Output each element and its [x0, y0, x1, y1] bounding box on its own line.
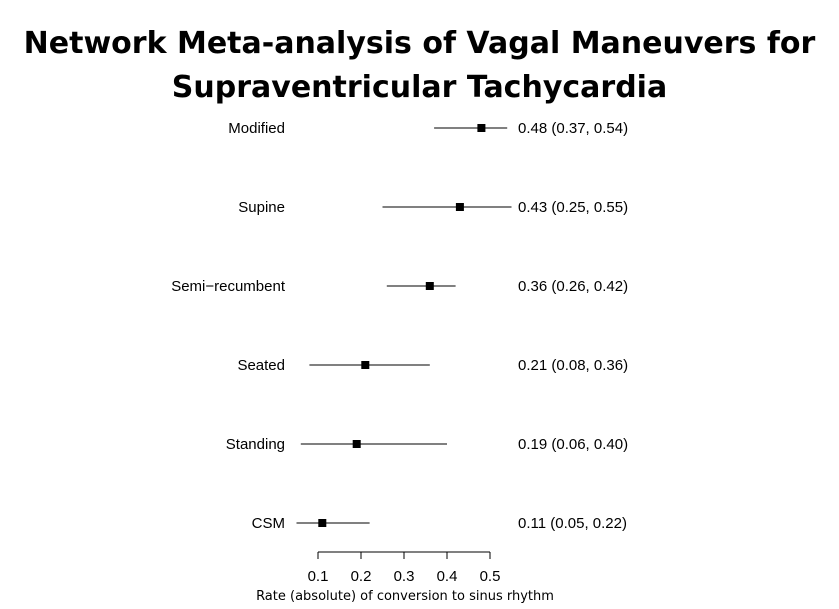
chart-title-line-1: Network Meta-analysis of Vagal Maneuvers…	[23, 26, 816, 61]
chart-title: Network Meta-analysis of Vagal Maneuvers…	[0, 22, 839, 110]
point-estimate-marker	[455, 203, 464, 211]
point-estimate-marker	[477, 124, 486, 132]
forest-rows: Modified 0.48 (0.37, 0.54) Supine 0.43 (0.2…	[171, 120, 628, 532]
ci-text: 0.43 (0.25, 0.55)	[518, 199, 628, 216]
x-axis-label: Rate (absolute) of conversion to sinus r…	[256, 589, 554, 604]
x-tick-label: 0.2	[351, 568, 372, 585]
point-estimate-marker	[425, 282, 434, 290]
row-label: Standing	[226, 436, 285, 453]
forest-row: Modified 0.48 (0.37, 0.54)	[228, 120, 628, 137]
ci-text: 0.11 (0.05, 0.22)	[518, 515, 627, 532]
row-label: Supine	[238, 199, 285, 216]
ci-text: 0.21 (0.08, 0.36)	[518, 357, 628, 374]
forest-row: Standing 0.19 (0.06, 0.40)	[226, 436, 628, 453]
forest-row: Seated 0.21 (0.08, 0.36)	[237, 357, 628, 374]
ci-text: 0.48 (0.37, 0.54)	[518, 120, 628, 137]
forest-row: Supine 0.43 (0.25, 0.55)	[238, 199, 628, 216]
row-label: CSM	[252, 515, 285, 532]
forest-row: CSM 0.11 (0.05, 0.22)	[252, 515, 627, 532]
ci-text: 0.36 (0.26, 0.42)	[518, 278, 628, 295]
point-estimate-marker	[361, 361, 370, 369]
row-label: Semi−recumbent	[171, 278, 286, 295]
row-label: Seated	[237, 357, 285, 374]
forest-row: Semi−recumbent 0.36 (0.26, 0.42)	[171, 278, 628, 295]
point-estimate-marker	[352, 440, 361, 448]
ci-text: 0.19 (0.06, 0.40)	[518, 436, 628, 453]
row-label: Modified	[228, 120, 285, 137]
x-axis: 0.1 0.2 0.3 0.4 0.5	[308, 551, 501, 585]
point-estimate-marker	[318, 519, 327, 527]
x-tick-label: 0.1	[308, 568, 329, 585]
chart-title-line-2: Supraventricular Tachycardia	[171, 70, 668, 105]
x-tick-label: 0.4	[437, 568, 458, 585]
x-tick-label: 0.5	[480, 568, 501, 585]
x-tick-label: 0.3	[394, 568, 415, 585]
